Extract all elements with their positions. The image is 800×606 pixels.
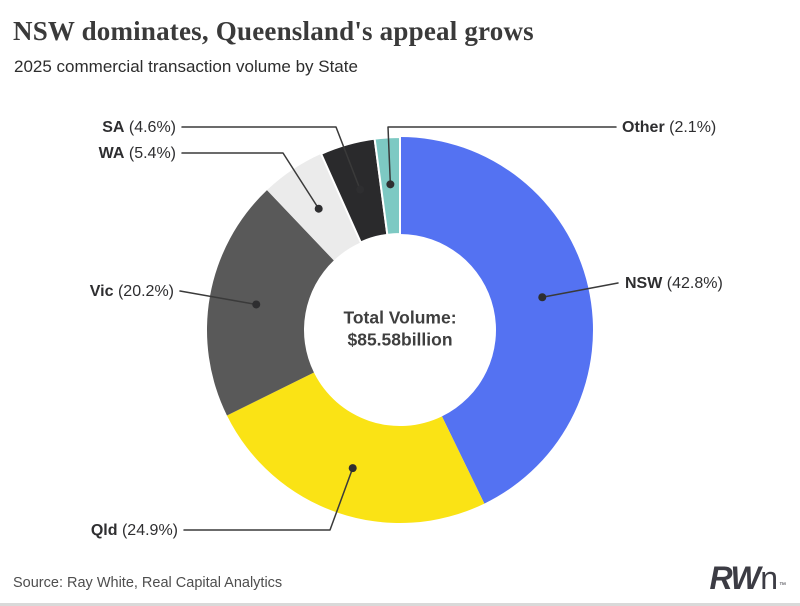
leader-line-wa <box>181 152 320 210</box>
source-text: Source: Ray White, Real Capital Analytic… <box>13 575 283 591</box>
segment-label-qld: Qld (24.9%) <box>91 522 178 539</box>
leader-dot-qld <box>348 464 357 473</box>
logo-trademark: ™ <box>779 582 786 589</box>
logo-n-text: n <box>760 560 778 596</box>
segment-label-other: Other (2.1%) <box>622 119 716 136</box>
leader-dot-sa <box>356 185 365 194</box>
leader-line-sa <box>181 126 361 191</box>
page-title: NSW dominates, Queensland's appeal grows <box>13 16 534 46</box>
logo-rw-text: RW <box>709 560 760 596</box>
donut-segment-nsw <box>400 137 593 504</box>
segment-label-wa: WA (5.4%) <box>99 145 176 162</box>
leader-dot-nsw <box>538 293 547 302</box>
donut-segment-vic <box>206 190 334 416</box>
donut-center-label: Total Volume: $85.58billion <box>343 307 456 351</box>
segment-label-sa: SA (4.6%) <box>102 119 176 136</box>
leader-dot-wa <box>314 204 323 213</box>
leader-line-other <box>387 126 617 186</box>
page-subtitle: 2025 commercial transaction volume by St… <box>14 57 358 76</box>
donut-segment-wa <box>267 153 361 261</box>
leader-dot-other <box>386 180 395 189</box>
rwn-logo: RWn™ <box>709 560 786 597</box>
segment-label-vic: Vic (20.2%) <box>90 283 174 300</box>
total-volume-caption: Total Volume: <box>343 307 457 328</box>
leader-line-qld <box>183 467 354 531</box>
bottom-edge-divider <box>0 603 800 606</box>
donut-segment-qld <box>226 372 485 523</box>
leader-line-nsw <box>541 282 619 299</box>
total-volume-value: $85.58billion <box>347 329 453 350</box>
leader-line-vic <box>179 290 258 306</box>
leader-dot-vic <box>252 300 261 309</box>
segment-label-nsw: NSW (42.8%) <box>625 275 723 292</box>
